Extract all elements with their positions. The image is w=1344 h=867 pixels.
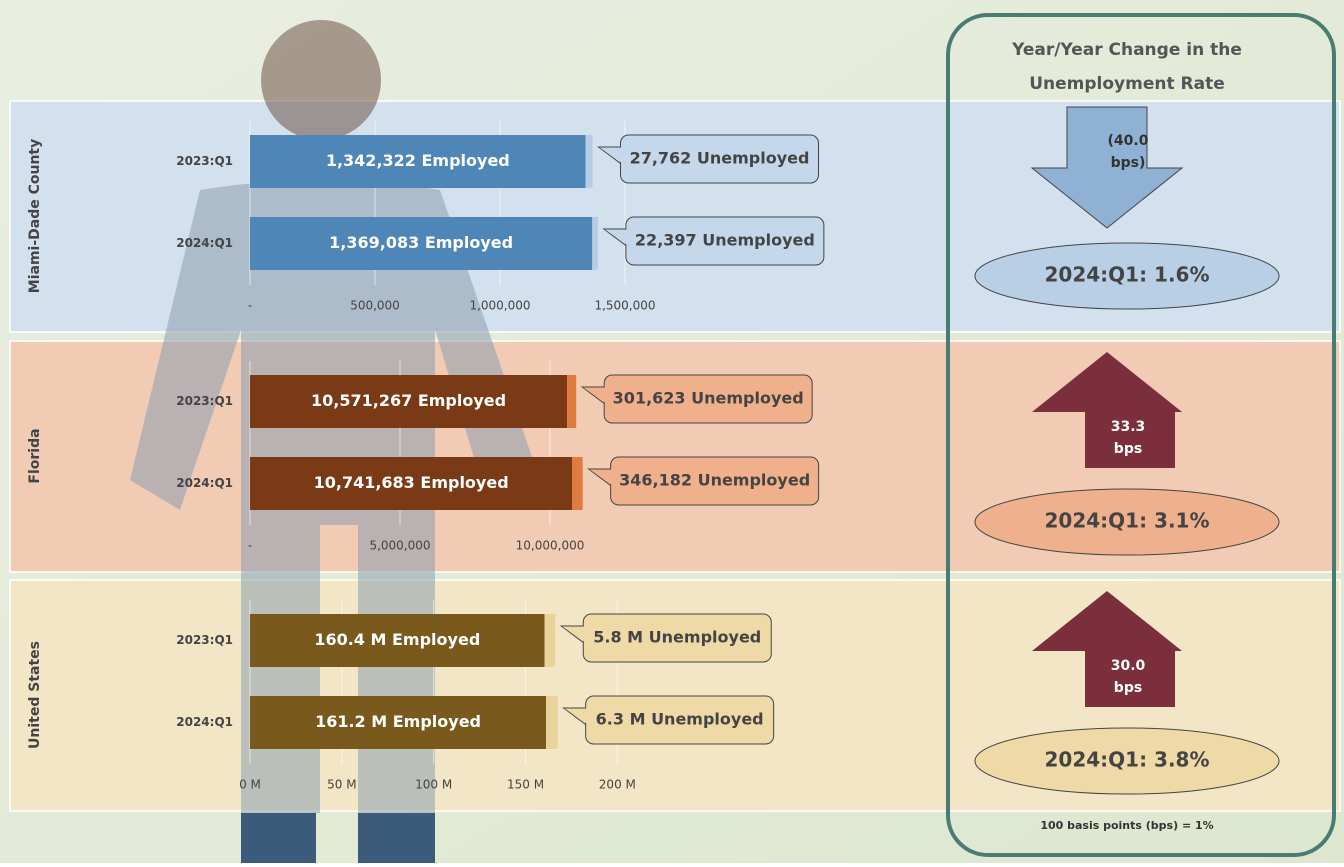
unemployed-label: 6.3 M Unemployed xyxy=(596,710,764,729)
change-arrow xyxy=(1032,352,1182,468)
x-tick-label: 500,000 xyxy=(350,299,400,313)
region-label: United States xyxy=(27,641,43,749)
x-tick-label: - xyxy=(248,299,252,313)
x-tick-label: 1,000,000 xyxy=(469,299,530,313)
rate-ellipse xyxy=(974,727,1280,795)
x-tick-label: 150 M xyxy=(507,778,544,792)
bar-employed xyxy=(250,696,547,749)
category-label: 2024:Q1 xyxy=(176,236,233,250)
employed-label: 161.2 M Employed xyxy=(315,712,481,731)
x-tick-label: 50 M xyxy=(327,778,356,792)
rate-ellipse xyxy=(974,242,1280,310)
category-label: 2024:Q1 xyxy=(176,715,233,729)
rate-panel xyxy=(946,13,1336,857)
employed-label: 10,571,267 Employed xyxy=(311,391,506,410)
category-label: 2023:Q1 xyxy=(176,154,233,168)
callout-pointer-fill xyxy=(564,708,589,725)
rate-ellipse xyxy=(974,488,1280,556)
category-label: 2024:Q1 xyxy=(176,476,233,490)
x-tick-label: 100 M xyxy=(415,778,452,792)
rate-label: 2024:Q1: 3.1% xyxy=(1044,509,1209,533)
bar-employed xyxy=(250,135,586,188)
employed-label: 160.4 M Employed xyxy=(314,630,480,649)
x-tick-label: 0 M xyxy=(239,778,261,792)
bar-unemployed xyxy=(592,217,598,270)
unemployed-label: 27,762 Unemployed xyxy=(630,149,810,168)
employed-label: 10,741,683 Employed xyxy=(314,473,509,492)
change-arrow xyxy=(1030,106,1184,229)
unemployed-label: 301,623 Unemployed xyxy=(613,389,804,408)
bar-unemployed xyxy=(585,135,593,188)
region-label: Florida xyxy=(27,428,43,483)
bar-employed xyxy=(250,217,593,270)
callout-pointer-fill xyxy=(562,626,587,643)
bar-employed xyxy=(250,457,573,510)
change-label: 33.3 bps xyxy=(1111,419,1146,457)
employed-label: 1,369,083 Employed xyxy=(329,233,513,252)
category-label: 2023:Q1 xyxy=(176,633,233,647)
callout-pointer-fill xyxy=(583,387,608,404)
unemployed-label: 22,397 Unemployed xyxy=(635,231,815,250)
leg xyxy=(241,813,316,863)
change-label: (40.0 bps) xyxy=(1108,133,1149,171)
rate-label: 2024:Q1: 3.8% xyxy=(1044,748,1209,772)
x-tick-label: 10,000,000 xyxy=(516,539,585,553)
callout-pointer-fill xyxy=(589,469,614,486)
category-label: 2023:Q1 xyxy=(176,394,233,408)
x-tick-label: 5,000,000 xyxy=(369,539,430,553)
bar-unemployed xyxy=(544,614,556,667)
callout-pointer-fill xyxy=(604,229,629,246)
panel-note: 100 basis points (bps) = 1% xyxy=(1040,819,1213,832)
x-tick-label: 1,500,000 xyxy=(594,299,655,313)
employed-label: 1,342,322 Employed xyxy=(326,151,510,170)
bar-employed xyxy=(250,614,545,667)
change-arrow xyxy=(1032,591,1182,707)
change-label: 30.0 bps xyxy=(1111,658,1146,696)
unemployed-label: 346,182 Unemployed xyxy=(619,471,810,490)
rate-label: 2024:Q1: 1.6% xyxy=(1044,263,1209,287)
region-label: Miami-Dade County xyxy=(27,139,43,293)
unemployed-label: 5.8 M Unemployed xyxy=(593,628,761,647)
leg xyxy=(358,813,435,863)
bar-unemployed xyxy=(572,457,583,510)
x-tick-label: - xyxy=(248,539,252,553)
bar-unemployed xyxy=(567,375,577,428)
panel-title: Unemployment Rate xyxy=(1029,74,1225,94)
panel-title: Year/Year Change in the xyxy=(1011,40,1242,60)
callout-pointer-fill xyxy=(599,147,624,164)
bar-unemployed xyxy=(546,696,558,749)
x-tick-label: 200 M xyxy=(599,778,636,792)
bar-employed xyxy=(250,375,568,428)
